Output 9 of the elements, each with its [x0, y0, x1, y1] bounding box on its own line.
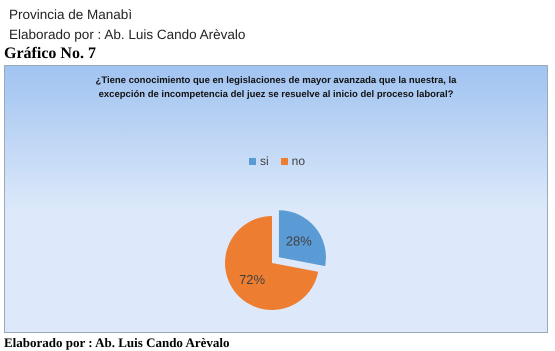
chart-title: ¿Tiene conocimiento que en legislaciones de mayor avanzada que la nuestra, la excepción de incompetencia del juez se resuelve al inicio del proceso laboral?	[94, 74, 458, 102]
legend-label: no	[290, 154, 306, 168]
text: Elaborado por : Ab. Luis Cando Arèvalo	[9, 27, 246, 42]
text: Elaborado por : Ab. Luis Cando Arèvalo	[4, 335, 230, 351]
text: Provincia de Manabì	[9, 7, 132, 22]
data-label: 72%	[239, 272, 266, 287]
legend-label: si	[258, 154, 269, 168]
text: Gráfico No. 7	[4, 45, 96, 63]
data-label: 28%	[286, 233, 312, 248]
